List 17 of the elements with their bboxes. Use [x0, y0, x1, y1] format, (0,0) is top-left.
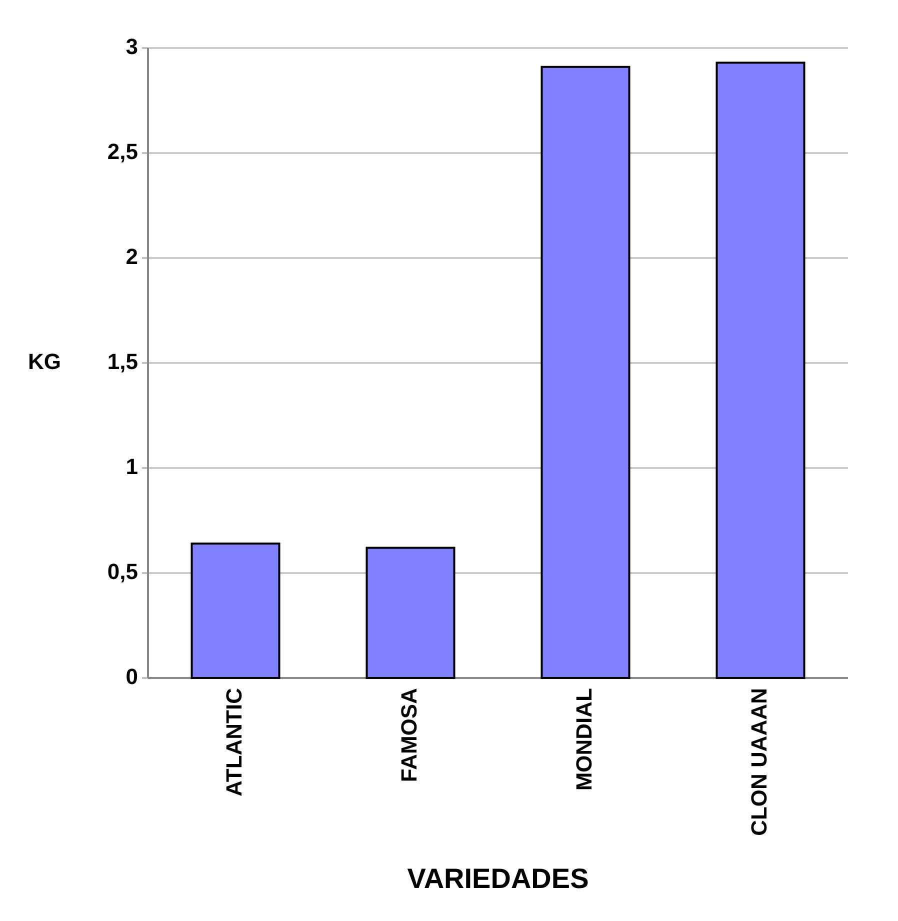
- x-tick-label: ATLANTIC: [221, 688, 246, 796]
- bar: [190, 542, 280, 679]
- y-axis-title: KG: [28, 348, 61, 374]
- x-tick-label: CLON UAAAN: [746, 688, 772, 836]
- y-tick-label: 3: [126, 34, 138, 59]
- y-tick-label: 2,5: [107, 138, 138, 164]
- y-tick-label: 2: [126, 244, 138, 269]
- y-tick-label: 0,5: [107, 558, 138, 584]
- y-tick-label: 1: [126, 454, 138, 479]
- bar: [540, 66, 630, 679]
- y-tick-label: 0: [126, 664, 138, 689]
- bar: [716, 62, 806, 679]
- bar: [366, 546, 456, 679]
- x-tick-label: FAMOSA: [396, 688, 422, 782]
- x-axis-title: VARIEDADES: [407, 863, 589, 894]
- y-tick-label: 1,5: [107, 348, 138, 374]
- x-tick-label: MONDIAL: [571, 688, 596, 791]
